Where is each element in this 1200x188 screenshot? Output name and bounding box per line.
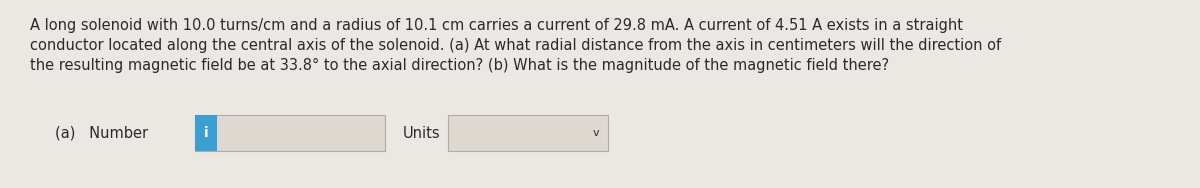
Text: (a)   Number: (a) Number: [55, 126, 148, 140]
FancyBboxPatch shape: [194, 115, 385, 151]
Text: conductor located along the central axis of the solenoid. (a) At what radial dis: conductor located along the central axis…: [30, 38, 1001, 53]
Text: Units: Units: [403, 126, 440, 140]
FancyBboxPatch shape: [448, 115, 608, 151]
Text: the resulting magnetic field be at 33.8° to the axial direction? (b) What is the: the resulting magnetic field be at 33.8°…: [30, 58, 889, 73]
Text: v: v: [593, 128, 599, 138]
Text: i: i: [204, 126, 209, 140]
FancyBboxPatch shape: [194, 115, 217, 151]
Text: A long solenoid with 10.0 turns/cm and a radius of 10.1 cm carries a current of : A long solenoid with 10.0 turns/cm and a…: [30, 18, 964, 33]
